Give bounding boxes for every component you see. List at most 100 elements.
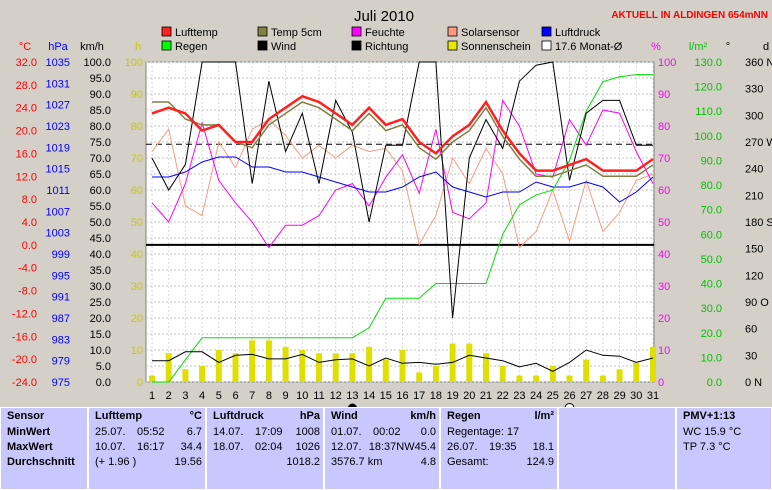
sunshine-bar [583,359,590,382]
legend-label: Richtung [365,41,408,53]
panel-lufttemp: Lufttemp °C 25.07. 05:52 6.7 10.07. 16:17 34.… [88,407,206,490]
wind-min-date: 01.07. [331,426,362,438]
legend-swatch [447,40,458,51]
luftdruck-min-date: 14.07. [213,426,244,438]
lufttemp-max-time: 16:17 [137,441,165,453]
x-tick-label: 19 [446,390,458,402]
axis-tick-label: 70 [131,153,143,165]
chart-legend: Lufttemp Temp 5cm Feuchte Solarsensor Luftdr… [161,26,623,53]
wind-min-value: 0.0 [420,426,436,438]
axis-tick-label: 1035 [46,57,70,69]
sunshine-bar [616,369,623,382]
regen-max-time: 19:35 [489,441,517,453]
series-line-regen [152,74,653,383]
axis-tick-label: 20.0 [16,126,37,138]
legend-swatch [257,26,268,37]
axis-tick-label: 10.0 [90,345,111,357]
x-tick-label: 26 [563,390,575,402]
sunshine-bar [499,366,506,382]
station-label: AKTUELL IN ALDINGEN 654mNN [611,10,768,21]
axis-unit-label: °C [19,41,31,53]
axis-tick-label: -20.0 [12,354,37,366]
x-axis-labels: 1 2 3 4 5 6 7 8 9 10 11 12 13 14 15 16 17 18 19 20 21 22 23 24 2… [149,390,659,407]
weather-chart: Juli 2010 AKTUELL IN ALDINGEN 654mNN Luf… [11,8,772,407]
axis-labels: 32.0 28.0 24.0 20.0 16.0 12.0 8.0 4.0 0.0 -4.0 -8.… [12,57,772,389]
x-tick-label: 17 [413,390,425,402]
axis-tick-label: 999 [52,249,70,261]
legend-swatch [161,40,172,51]
panel-luftdruck: Luftdruck hPa 14.07. 17:09 1008 18.07. 02:04… [206,407,324,490]
axis-unit-label: ° [726,41,730,53]
x-tick-label: 27 [580,390,592,402]
axis-tick-label: 1003 [46,228,70,240]
axis-tick-label: 5.0 [96,361,111,373]
axis-unit-label: hPa [48,41,68,53]
x-tick-label: 6 [232,390,238,402]
panel-lufttemp-header: Lufttemp [95,410,143,422]
x-tick-label: 16 [396,390,408,402]
axis-tick-label: 45.0 [90,233,111,245]
axis-tick-label: 30 [658,281,670,293]
sunshine-bar [416,372,423,382]
axis-tick-label: 20.0 [701,328,722,340]
axis-tick-label: 70 [658,153,670,165]
axis-tick-label: 60 [131,185,143,197]
x-tick-label: 10 [296,390,308,402]
luftdruck-min-value: 1008 [295,426,320,438]
axis-tick-label: 100 [125,57,143,69]
wind-max-date: 12.07. [331,441,362,453]
sunshine-bar [182,369,189,382]
sunshine-bar [316,353,322,382]
regen-max-date: 26.07. [447,441,478,453]
x-tick-label: 8 [266,390,272,402]
panel-sensor: Sensor MinWert MaxWert Durchschnitt [0,407,88,490]
x-tick-label: 31 [647,390,659,402]
legend-label: Luftdruck [555,27,601,39]
axis-tick-label: 8.0 [22,194,37,206]
series-line-solarsensor [151,118,654,249]
x-tick-label: 21 [480,390,492,402]
axis-tick-label: 1007 [46,206,70,218]
axis-tick-label: 50 [131,217,143,229]
lufttemp-min-time: 05:52 [137,426,165,438]
x-tick-label: 23 [513,390,525,402]
axis-tick-label: 0.0 [22,240,37,252]
row-label-min: MinWert [7,426,51,438]
legend-swatch [447,26,458,37]
axis-tick-label: 360 N [745,57,772,69]
series-line-wind [151,61,653,319]
axis-unit-label: h [135,41,141,53]
x-tick-label: 12 [330,390,342,402]
sunshine-bar [165,353,172,382]
axis-tick-label: 60.0 [90,185,111,197]
pmv-dewpoint: TP 7.3 °C [683,441,731,453]
sunshine-bar [566,375,573,382]
axis-tick-label: 35.0 [90,265,111,277]
wind-avg-value: 4.8 [420,456,436,468]
axis-tick-label: 80 [131,121,143,133]
legend-label: Lufttemp [175,27,218,39]
axis-tick-label: 25.0 [90,297,111,309]
axis-tick-label: 70.0 [90,153,111,165]
lufttemp-max-value: 34.4 [180,441,202,453]
axis-tick-label: -16.0 [12,331,37,343]
legend-label: 17.6 Monat-Ø [555,41,623,53]
axis-tick-label: 991 [52,292,70,304]
axis-tick-label: 10 [131,345,143,357]
new-moon-icon [348,403,357,407]
axis-tick-label: 987 [52,313,70,325]
x-tick-label: 24 [530,390,542,402]
sunshine-bar [349,353,356,382]
wind-max-value: 45.4 [414,441,436,453]
axis-tick-label: 20.0 [90,313,111,325]
axis-tick-label: 1027 [46,100,70,112]
regen-total-label: Gesamt: [447,456,489,468]
legend-swatch [257,40,268,51]
sunshine-bar [215,350,222,382]
series-lines [151,61,654,383]
axis-unit-label: km/h [80,41,104,53]
x-tick-label: 22 [497,390,509,402]
sunshine-bar [599,375,606,382]
axis-tick-label: 150 [745,244,763,256]
panel-regen-unit: l/m² [534,410,554,422]
